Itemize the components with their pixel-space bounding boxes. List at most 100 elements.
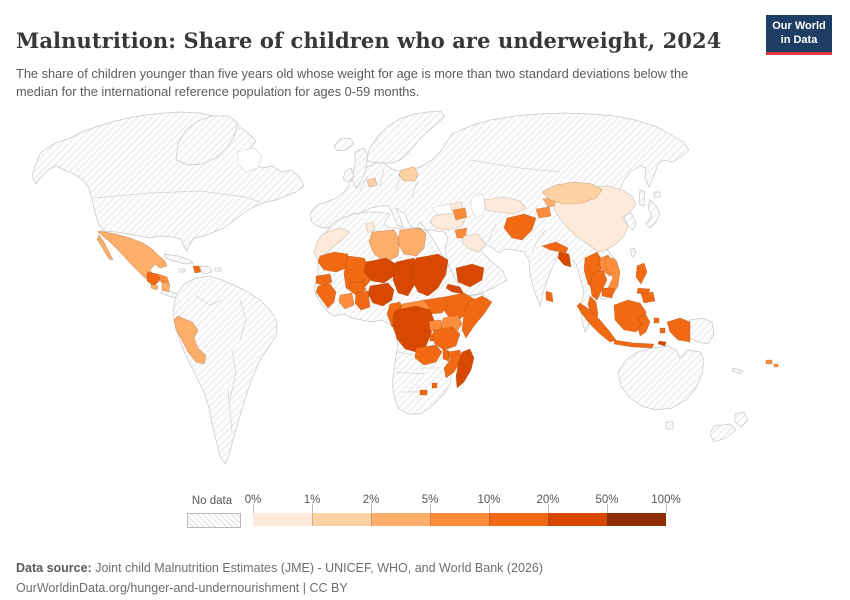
country-guinea[interactable] [315, 283, 337, 309]
no-data-label: No data [191, 495, 233, 507]
island-japan [645, 199, 661, 229]
page-title: Malnutrition: Share of children who are … [16, 28, 722, 54]
country-timor-leste[interactable] [657, 340, 667, 347]
legend-bin-4[interactable] [489, 513, 548, 526]
island-tasmania [665, 421, 674, 430]
country-libya[interactable] [368, 229, 401, 263]
legend-bin-6[interactable] [607, 513, 666, 526]
country-egypt[interactable] [397, 227, 427, 257]
legend-tick-3: 5% [421, 494, 439, 506]
country-indonesia-papua[interactable] [666, 317, 691, 343]
legend-tick-2: 2% [362, 494, 380, 506]
chart-subtitle: The share of children younger than five … [16, 65, 689, 99]
africa-borders [395, 351, 438, 393]
country-malawi[interactable] [442, 348, 450, 362]
country-thailand[interactable] [589, 269, 608, 301]
country-el-salvador[interactable] [150, 283, 159, 291]
country-belgium[interactable] [366, 177, 378, 188]
legend-tick-7: 100% [651, 494, 681, 506]
legend-bin-2[interactable] [371, 513, 430, 526]
country-indonesia-sumatra[interactable] [576, 302, 617, 343]
country-tunisia[interactable] [365, 221, 376, 234]
owid-logo-line1: Our World [772, 20, 826, 32]
island-cuba [163, 253, 194, 265]
data-source-label: Data source: [16, 560, 92, 575]
landmass-australia [617, 345, 705, 411]
south-america-borders [195, 295, 247, 433]
legend-tickmark [253, 504, 254, 513]
country-ghana[interactable] [354, 290, 371, 311]
country-fiji[interactable] [765, 359, 779, 368]
landmass-north-america [31, 111, 305, 252]
country-morocco[interactable] [313, 227, 351, 261]
island-dominican-republic [199, 265, 213, 275]
country-eritrea[interactable] [445, 283, 465, 295]
eurasia-borders [359, 159, 561, 253]
country-nepal[interactable] [541, 241, 569, 254]
legend-tickmark [607, 504, 608, 513]
country-uzbekistan[interactable] [483, 196, 527, 215]
country-mexico-baja[interactable] [96, 234, 114, 261]
country-sri-lanka[interactable] [545, 290, 554, 303]
country-senegal[interactable] [315, 273, 333, 287]
country-haiti[interactable] [192, 265, 202, 274]
country-tanzania[interactable] [431, 326, 461, 351]
country-philippines-luzon[interactable] [635, 262, 648, 285]
country-mozambique[interactable] [443, 349, 463, 379]
country-mongolia[interactable] [541, 181, 603, 205]
country-peru[interactable] [173, 315, 207, 365]
country-indonesia-moluccas[interactable] [653, 317, 666, 334]
country-mexico[interactable] [97, 230, 168, 282]
country-sudan[interactable] [411, 253, 449, 297]
country-yemen[interactable] [455, 263, 485, 288]
country-tajikistan[interactable] [535, 206, 552, 219]
legend-bin-0[interactable] [253, 513, 312, 526]
owid-logo[interactable]: Our World in Data [766, 15, 832, 55]
country-iraq[interactable] [461, 233, 487, 253]
country-nigeria[interactable] [367, 282, 395, 307]
country-lesotho[interactable] [419, 389, 428, 396]
country-afghanistan[interactable] [503, 213, 537, 241]
country-cambodia[interactable] [601, 287, 615, 299]
legend-tickmark [371, 504, 372, 513]
caspian-sea [470, 193, 487, 219]
island-new-zealand-south [709, 423, 737, 443]
hudson-bay [237, 147, 263, 173]
country-zambia[interactable] [414, 344, 443, 366]
country-bangladesh[interactable] [557, 251, 572, 268]
island-great-britain [351, 147, 369, 189]
country-eswatini[interactable] [431, 382, 438, 389]
country-madagascar[interactable] [455, 348, 475, 389]
legend-tick-5: 20% [536, 494, 560, 506]
legend-bin-1[interactable] [312, 513, 371, 526]
no-data-swatch[interactable] [187, 513, 241, 528]
island-new-caledonia [731, 367, 744, 375]
legend-bin-3[interactable] [430, 513, 489, 526]
country-azerbaijan[interactable] [452, 207, 468, 221]
legend-tickmark [489, 504, 490, 513]
country-somalia[interactable] [461, 295, 493, 339]
island-new-zealand-north [734, 411, 749, 428]
legend-tickmark [430, 504, 431, 513]
island-puerto-rico [214, 267, 222, 272]
landmass-greenland [175, 115, 239, 166]
country-niger[interactable] [363, 257, 397, 284]
country-cote-divoire[interactable] [338, 292, 355, 310]
legend-bin-5[interactable] [548, 513, 607, 526]
island-sakhalin [638, 189, 646, 207]
country-mauritania[interactable] [317, 251, 349, 273]
island-iceland [333, 137, 355, 152]
data-source-text: Joint child Malnutrition Estimates (JME)… [91, 560, 544, 575]
country-indonesia-sulawesi[interactable] [636, 314, 651, 337]
country-philippines-mindanao[interactable] [640, 291, 656, 304]
island-new-guinea-png [689, 317, 715, 345]
country-indonesia-java[interactable] [613, 339, 655, 349]
legend-color-bar [253, 513, 666, 526]
island-jamaica [178, 268, 186, 273]
country-lithuania-latvia[interactable] [398, 166, 419, 182]
license-line[interactable]: OurWorldinData.org/hunger-and-undernouri… [16, 580, 348, 595]
legend-tick-0: 0% [244, 494, 262, 506]
country-honduras[interactable] [157, 273, 170, 284]
country-nicaragua[interactable] [161, 281, 171, 293]
